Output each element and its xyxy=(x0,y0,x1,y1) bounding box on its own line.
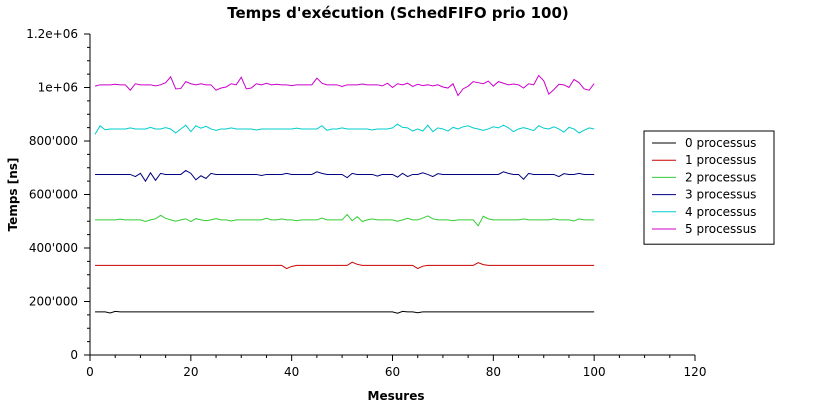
legend: 0 processus 1 processus 2 processus 3 proce… xyxy=(643,130,775,245)
series-line-0 xyxy=(95,310,595,314)
series-line-5 xyxy=(94,74,595,97)
y-tick-label: 200'000 xyxy=(29,295,78,309)
x-tick-label: 60 xyxy=(385,365,400,379)
y-tick-label: 1.2e+06 xyxy=(26,27,78,41)
series-line-1 xyxy=(95,261,595,270)
y-tick-label: 1e+06 xyxy=(38,81,78,95)
y-tick-label: 0 xyxy=(70,348,78,362)
series-line-3 xyxy=(95,169,595,183)
x-tick-label: 0 xyxy=(86,365,94,379)
legend-label-4: 4 processus xyxy=(685,205,756,219)
y-tick-label: 400'000 xyxy=(29,241,78,255)
x-axis-ticks: 0 20 40 60 80 100 120 xyxy=(86,355,706,379)
x-axis-label: Mesures xyxy=(368,389,425,403)
x-tick-label: 40 xyxy=(284,365,299,379)
axes xyxy=(89,34,695,356)
y-axis-label: Temps [ns] xyxy=(6,158,20,232)
legend-label-0: 0 processus xyxy=(685,136,756,150)
series-lines xyxy=(94,74,595,314)
series-line-4 xyxy=(94,123,595,135)
legend-label-3: 3 processus xyxy=(685,188,756,202)
x-tick-label: 20 xyxy=(183,365,198,379)
x-tick-label: 120 xyxy=(684,365,707,379)
y-axis-ticks: 0 200'000 400'000 600'000 800'000 1e+06 1.2e+0… xyxy=(26,27,90,362)
legend-label-1: 1 processus xyxy=(685,153,756,167)
x-tick-label: 80 xyxy=(486,365,501,379)
legend-label-2: 2 processus xyxy=(685,170,756,184)
chart-title: Temps d'exécution (SchedFIFO prio 100) xyxy=(227,4,569,22)
legend-label-5: 5 processus xyxy=(685,222,756,236)
x-tick-label: 100 xyxy=(583,365,606,379)
y-tick-label: 600'000 xyxy=(29,188,78,202)
series-line-2 xyxy=(95,213,595,227)
y-tick-label: 800'000 xyxy=(29,134,78,148)
legend-box xyxy=(643,130,775,245)
